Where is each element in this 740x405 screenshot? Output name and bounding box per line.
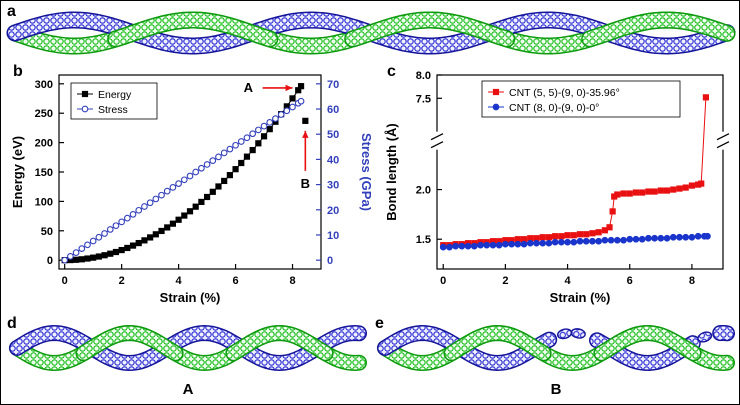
- svg-text:20: 20: [327, 205, 339, 217]
- svg-text:7.5: 7.5: [416, 93, 431, 105]
- svg-text:40: 40: [327, 154, 339, 166]
- svg-text:2: 2: [502, 275, 508, 287]
- svg-text:CNT (8, 0)-(9, 0)-0°: CNT (8, 0)-(9, 0)-0°: [509, 102, 599, 114]
- svg-text:B: B: [301, 176, 310, 191]
- svg-text:60: 60: [327, 104, 339, 116]
- svg-text:300: 300: [35, 79, 53, 91]
- svg-text:50: 50: [41, 226, 53, 238]
- svg-text:A: A: [244, 80, 254, 95]
- svg-text:150: 150: [35, 167, 53, 179]
- panel-label-d: d: [7, 315, 17, 332]
- svg-text:CNT (5, 5)-(9, 0)-35.96°: CNT (5, 5)-(9, 0)-35.96°: [509, 87, 620, 99]
- svg-text:Stress (GPa): Stress (GPa): [359, 133, 371, 211]
- panel-label-b: b: [13, 63, 23, 80]
- panel-label-c: c: [387, 63, 396, 80]
- svg-text:6: 6: [627, 275, 633, 287]
- svg-text:0: 0: [327, 255, 333, 267]
- panel-label-e: e: [375, 315, 384, 332]
- svg-text:8: 8: [689, 275, 695, 287]
- svg-text:2.0: 2.0: [416, 185, 431, 197]
- svg-text:200: 200: [35, 138, 53, 150]
- structure-label-B: B: [550, 381, 562, 398]
- svg-text:Stress: Stress: [98, 104, 128, 116]
- svg-text:Energy: Energy: [98, 89, 132, 101]
- svg-text:Bond length (Å): Bond length (Å): [384, 123, 399, 220]
- panel-label-a: a: [7, 3, 16, 20]
- svg-text:Strain (%): Strain (%): [160, 290, 221, 305]
- svg-text:1.5: 1.5: [416, 234, 431, 246]
- svg-text:250: 250: [35, 108, 53, 120]
- svg-text:4: 4: [176, 275, 183, 287]
- cnt-braid-illustration-top: [6, 11, 736, 55]
- cnt-structure-B-illustration: [377, 324, 735, 372]
- svg-text:30: 30: [327, 180, 339, 192]
- svg-text:4: 4: [565, 275, 572, 287]
- svg-text:0: 0: [47, 255, 53, 267]
- svg-text:Energy (eV): Energy (eV): [10, 136, 25, 208]
- svg-text:Strain (%): Strain (%): [550, 290, 611, 305]
- structure-label-A: A: [182, 381, 194, 398]
- svg-text:2: 2: [119, 275, 125, 287]
- cnt-structure-A-illustration: [9, 324, 367, 372]
- svg-text:8.0: 8.0: [416, 70, 431, 82]
- svg-text:10: 10: [327, 230, 339, 242]
- svg-text:100: 100: [35, 196, 53, 208]
- chart-bond-length: 0 2 4 6 8 Strain (%) 1.5 2.0 7.5 8.0 Bond length (…: [384, 70, 730, 305]
- svg-text:50: 50: [327, 129, 339, 141]
- svg-text:0: 0: [440, 275, 446, 287]
- svg-text:6: 6: [233, 275, 239, 287]
- svg-text:70: 70: [327, 79, 339, 91]
- svg-text:8: 8: [289, 275, 295, 287]
- svg-text:0: 0: [62, 275, 68, 287]
